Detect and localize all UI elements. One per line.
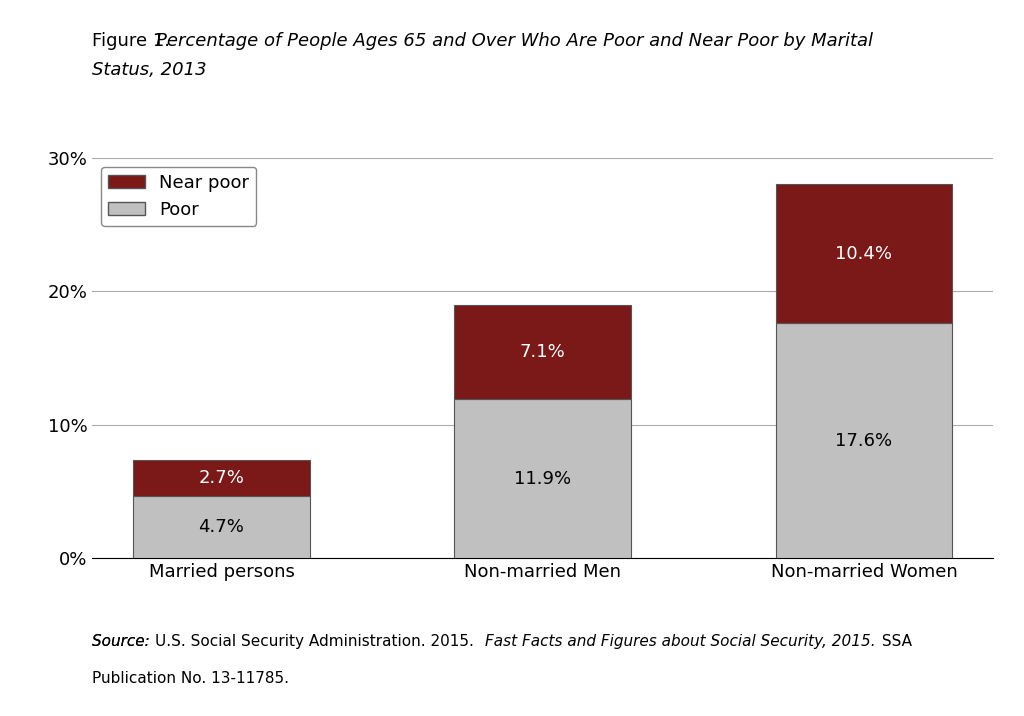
Text: Figure 1.: Figure 1. — [92, 32, 176, 50]
Bar — [133, 460, 310, 495]
Legend: Near poor, Poor: Near poor, Poor — [101, 167, 256, 226]
Text: Fast Facts and Figures about Social Security, 2015.: Fast Facts and Figures about Social Secu… — [485, 634, 876, 649]
Text: Source:: Source: — [92, 634, 155, 649]
Text: 2.7%: 2.7% — [199, 468, 245, 487]
Text: 17.6%: 17.6% — [836, 432, 893, 450]
Text: SSA: SSA — [877, 634, 911, 649]
Text: 11.9%: 11.9% — [514, 470, 571, 488]
Text: Publication No. 13-11785.: Publication No. 13-11785. — [92, 671, 289, 686]
Bar — [455, 304, 631, 400]
Text: 10.4%: 10.4% — [836, 245, 893, 263]
Text: U.S. Social Security Administration. 2015.: U.S. Social Security Administration. 201… — [155, 634, 478, 649]
Text: Status, 2013: Status, 2013 — [92, 61, 207, 79]
Text: Percentage of People Ages 65 and Over Who Are Poor and Near Poor by Marital: Percentage of People Ages 65 and Over Wh… — [156, 32, 872, 50]
Text: Source:: Source: — [92, 634, 155, 649]
Bar — [133, 495, 310, 558]
Text: 4.7%: 4.7% — [199, 518, 245, 536]
Bar — [455, 400, 631, 558]
Bar — [775, 184, 952, 323]
Bar — [775, 323, 952, 558]
Text: 7.1%: 7.1% — [520, 343, 565, 361]
